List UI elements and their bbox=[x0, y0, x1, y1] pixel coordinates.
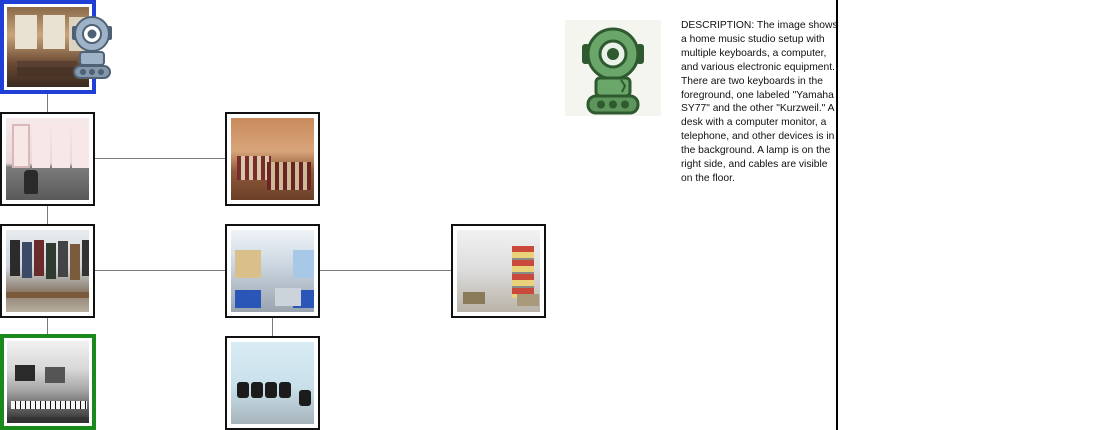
room-photo bbox=[231, 342, 314, 424]
connector bbox=[47, 318, 48, 336]
room-photo bbox=[457, 230, 540, 312]
connector bbox=[95, 270, 226, 271]
observation-description: DESCRIPTION: The image shows a home musi… bbox=[681, 20, 838, 184]
room-photo bbox=[7, 341, 89, 423]
room-photo bbox=[231, 118, 314, 200]
robot-icon bbox=[582, 27, 644, 115]
robot-icon bbox=[72, 16, 112, 79]
room-lockers-tile[interactable] bbox=[0, 112, 95, 206]
room-photo bbox=[6, 118, 89, 200]
panel-divider bbox=[836, 0, 838, 430]
room-warehouse-tile[interactable] bbox=[451, 224, 546, 318]
robot-portrait bbox=[565, 20, 661, 116]
room-photo bbox=[6, 230, 89, 312]
room-coats-tile[interactable] bbox=[0, 224, 95, 318]
room-waiting-tile[interactable] bbox=[225, 336, 320, 430]
room-studio-tile[interactable] bbox=[0, 334, 96, 430]
connector bbox=[47, 94, 48, 113]
connector bbox=[272, 318, 273, 337]
room-photo bbox=[231, 230, 314, 312]
connector bbox=[47, 206, 48, 225]
room-classroom-tile[interactable] bbox=[225, 224, 320, 318]
connector bbox=[320, 270, 452, 271]
connector bbox=[95, 158, 226, 159]
room-photo bbox=[7, 7, 89, 87]
room-bedroom-tile[interactable] bbox=[225, 112, 320, 206]
